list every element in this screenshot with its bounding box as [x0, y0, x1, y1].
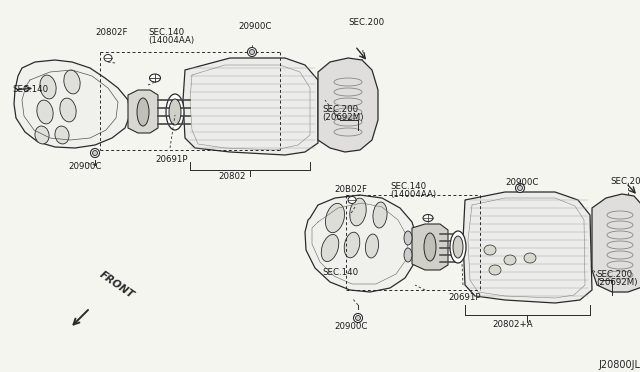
- Ellipse shape: [90, 148, 99, 157]
- Ellipse shape: [104, 55, 112, 61]
- Text: FRONT: FRONT: [98, 269, 136, 300]
- Ellipse shape: [166, 94, 184, 130]
- Text: SEC.140: SEC.140: [12, 85, 48, 94]
- Text: 20B02F: 20B02F: [334, 185, 367, 194]
- Text: 20900C: 20900C: [238, 22, 271, 31]
- Ellipse shape: [515, 183, 525, 192]
- Text: (20692M): (20692M): [596, 278, 637, 287]
- Ellipse shape: [37, 100, 53, 124]
- Text: 20802+A: 20802+A: [492, 320, 532, 329]
- Text: 20900C: 20900C: [505, 178, 538, 187]
- Ellipse shape: [60, 98, 76, 122]
- Text: SEC.140: SEC.140: [148, 28, 184, 37]
- Ellipse shape: [504, 255, 516, 265]
- Text: 20802F: 20802F: [95, 28, 127, 37]
- Ellipse shape: [424, 233, 436, 261]
- Ellipse shape: [365, 234, 379, 258]
- Text: 20691P: 20691P: [448, 293, 481, 302]
- Text: (14004AA): (14004AA): [148, 36, 194, 45]
- Text: SEC.140: SEC.140: [390, 182, 426, 191]
- Text: (20692M): (20692M): [322, 113, 364, 122]
- Ellipse shape: [518, 186, 522, 190]
- Text: J20800JL: J20800JL: [598, 360, 640, 370]
- Ellipse shape: [250, 49, 255, 55]
- Text: SEC.200: SEC.200: [596, 270, 632, 279]
- Text: 20900C: 20900C: [68, 162, 101, 171]
- Ellipse shape: [137, 98, 149, 126]
- Ellipse shape: [524, 253, 536, 263]
- Polygon shape: [305, 195, 418, 292]
- Ellipse shape: [404, 248, 412, 262]
- Polygon shape: [14, 60, 130, 148]
- Text: SEC.200: SEC.200: [322, 105, 358, 114]
- Ellipse shape: [40, 75, 56, 99]
- Polygon shape: [463, 192, 592, 303]
- Polygon shape: [183, 58, 318, 155]
- Text: SEC.200: SEC.200: [348, 18, 384, 27]
- Polygon shape: [592, 194, 640, 292]
- Ellipse shape: [423, 215, 433, 221]
- Ellipse shape: [150, 74, 161, 82]
- Ellipse shape: [248, 48, 257, 57]
- Ellipse shape: [64, 70, 80, 94]
- Ellipse shape: [326, 203, 344, 232]
- Ellipse shape: [321, 234, 339, 262]
- Ellipse shape: [453, 236, 463, 258]
- Text: 20802: 20802: [218, 172, 246, 181]
- Ellipse shape: [93, 151, 97, 155]
- Ellipse shape: [484, 245, 496, 255]
- Text: (14004AA): (14004AA): [390, 190, 436, 199]
- Ellipse shape: [373, 202, 387, 228]
- Ellipse shape: [35, 126, 49, 144]
- Ellipse shape: [353, 314, 362, 323]
- Ellipse shape: [344, 232, 360, 258]
- Text: SEC.140: SEC.140: [322, 268, 358, 277]
- Polygon shape: [412, 224, 448, 270]
- Text: 20900C: 20900C: [334, 322, 367, 331]
- Ellipse shape: [348, 196, 356, 203]
- Ellipse shape: [355, 315, 360, 321]
- Polygon shape: [128, 90, 158, 133]
- Text: SEC.200: SEC.200: [610, 177, 640, 186]
- Ellipse shape: [489, 265, 501, 275]
- Ellipse shape: [404, 231, 412, 245]
- Ellipse shape: [55, 126, 69, 144]
- Polygon shape: [318, 58, 378, 152]
- Text: 20691P: 20691P: [155, 155, 188, 164]
- Ellipse shape: [450, 231, 466, 263]
- Ellipse shape: [169, 99, 181, 125]
- Ellipse shape: [349, 198, 366, 226]
